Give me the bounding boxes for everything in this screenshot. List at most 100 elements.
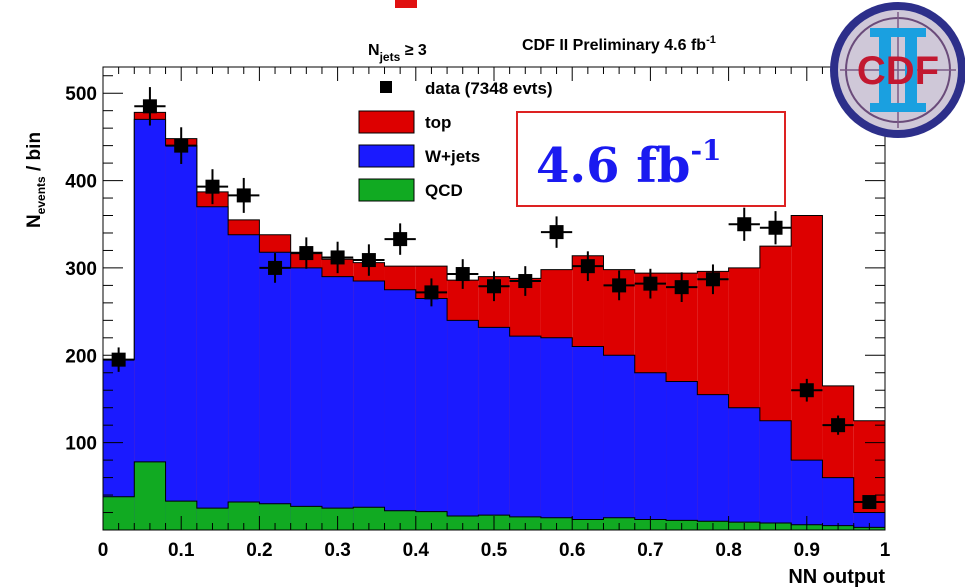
data-point xyxy=(549,225,564,240)
x-tick-label: 0.2 xyxy=(246,540,272,561)
bar-w-jets xyxy=(540,337,573,530)
bar-qcd xyxy=(353,507,385,530)
bar-top xyxy=(853,420,885,530)
lumi-box-sup: -1 xyxy=(690,134,721,167)
data-point xyxy=(205,179,220,194)
bar-w-jets xyxy=(634,372,667,530)
bar-w-jets xyxy=(478,327,510,530)
bar-w-jets xyxy=(228,234,260,530)
bar-w-jets xyxy=(603,355,635,530)
legend-label-data: data (7348 evts) xyxy=(425,79,553,98)
bar-qcd xyxy=(415,511,448,530)
bar-w-jets xyxy=(728,407,760,530)
y-tick-label: 300 xyxy=(65,259,97,280)
header-right-sup: -1 xyxy=(706,34,716,46)
x-axis-title: NN output xyxy=(788,566,885,588)
bar-w-jets xyxy=(822,477,854,530)
y-tick-label: 400 xyxy=(65,172,97,193)
y-axis-label-sub: events xyxy=(34,176,48,214)
data-point xyxy=(424,285,439,300)
outline-w-jets xyxy=(102,118,886,530)
bar-w-jets xyxy=(509,336,541,530)
y-tick-label: 200 xyxy=(65,346,97,367)
header-left-tail: ≥ 3 xyxy=(400,42,427,59)
clipped-title-fragment xyxy=(395,0,417,8)
bar-w-jets xyxy=(165,145,197,531)
data-point xyxy=(361,253,376,268)
logo-roman-bottom xyxy=(870,103,926,112)
data-points-layer xyxy=(103,87,885,510)
y-axis-title: Nevents / bin xyxy=(24,132,48,228)
lumi-box-frame xyxy=(516,111,786,207)
y-axis-label-tail: / bin xyxy=(24,132,45,176)
bar-qcd xyxy=(196,508,229,530)
header-left: Njets ≥ 3 xyxy=(368,42,427,64)
x-tick-label: 0.1 xyxy=(168,540,195,561)
x-tick-label: 1 xyxy=(880,540,891,561)
logo-text: CDF xyxy=(857,49,939,93)
bar-qcd xyxy=(384,510,416,530)
bar-qcd xyxy=(134,461,166,530)
data-point xyxy=(487,279,501,294)
data-point xyxy=(799,383,814,398)
lumi-box: 4.6 fb-1 xyxy=(516,111,786,207)
y-tick-label: 100 xyxy=(65,434,97,455)
data-point xyxy=(330,250,345,265)
header-left-sub: jets xyxy=(379,50,401,64)
bar-w-jets xyxy=(384,289,416,530)
legend-label-wjets: W+jets xyxy=(425,147,480,166)
axes-layer: 0 0.1 0.2 0.3 0.4 0.5 0.6 0.7 0.8 0.9 1 100 200 300 40… xyxy=(65,66,891,561)
bar-w-jets xyxy=(353,281,385,530)
data-point xyxy=(862,495,877,510)
x-tick-label: 0.4 xyxy=(403,540,430,561)
cdf-logo-icon: CDF xyxy=(830,2,965,138)
header-left-main: N xyxy=(368,42,380,59)
logo-roman-left xyxy=(879,28,891,112)
legend-swatch-qcd xyxy=(358,178,415,202)
x-tick-label: 0.8 xyxy=(715,540,741,561)
bar-w-jets xyxy=(572,346,604,530)
data-point xyxy=(737,217,752,232)
legend-label-top: top xyxy=(425,113,451,132)
data-point xyxy=(236,188,251,203)
x-tick-label: 0.6 xyxy=(559,540,585,561)
bar-w-jets xyxy=(290,267,322,530)
outline-qcd xyxy=(102,461,886,530)
bar-w-jets xyxy=(259,252,291,530)
legend-marker-data xyxy=(380,81,392,93)
x-tick-label: 0 xyxy=(98,540,109,561)
y-tick-label: 500 xyxy=(65,84,97,105)
y-axis-label-main: N xyxy=(24,214,45,228)
data-point xyxy=(299,246,314,261)
histogram-layer xyxy=(102,111,886,531)
lumi-box-main: 4.6 fb xyxy=(536,138,690,194)
bar-w-jets xyxy=(697,394,729,530)
data-point xyxy=(268,260,283,275)
bar-w-jets xyxy=(447,320,479,530)
header-right: CDF II Preliminary 4.6 fb-1 xyxy=(522,34,716,54)
x-tick-label: 0.9 xyxy=(794,540,820,561)
data-point xyxy=(455,267,470,282)
data-point xyxy=(705,272,720,287)
header-right-main: CDF II Preliminary 4.6 fb xyxy=(522,37,706,54)
bar-w-jets xyxy=(759,420,792,530)
data-point xyxy=(674,280,689,295)
data-point xyxy=(768,220,783,235)
legend-label-qcd: QCD xyxy=(425,181,463,200)
data-point xyxy=(111,352,126,367)
x-tick-label: 0.5 xyxy=(481,540,508,561)
svg-text:Nevents / bin: Nevents / bin xyxy=(24,132,48,228)
data-point xyxy=(518,274,533,289)
bar-w-jets xyxy=(666,381,698,530)
bar-w-jets xyxy=(321,276,354,530)
legend: data (7348 evts) top W+jets QCD xyxy=(358,79,553,202)
plot-frame-border xyxy=(102,66,886,531)
legend-swatch-top xyxy=(358,110,415,134)
data-point xyxy=(142,99,157,114)
data-point xyxy=(831,418,846,433)
lumi-box-label: 4.6 fb-1 xyxy=(536,134,722,194)
data-point xyxy=(612,278,627,293)
data-point xyxy=(580,259,595,274)
bar-w-jets xyxy=(196,206,229,530)
